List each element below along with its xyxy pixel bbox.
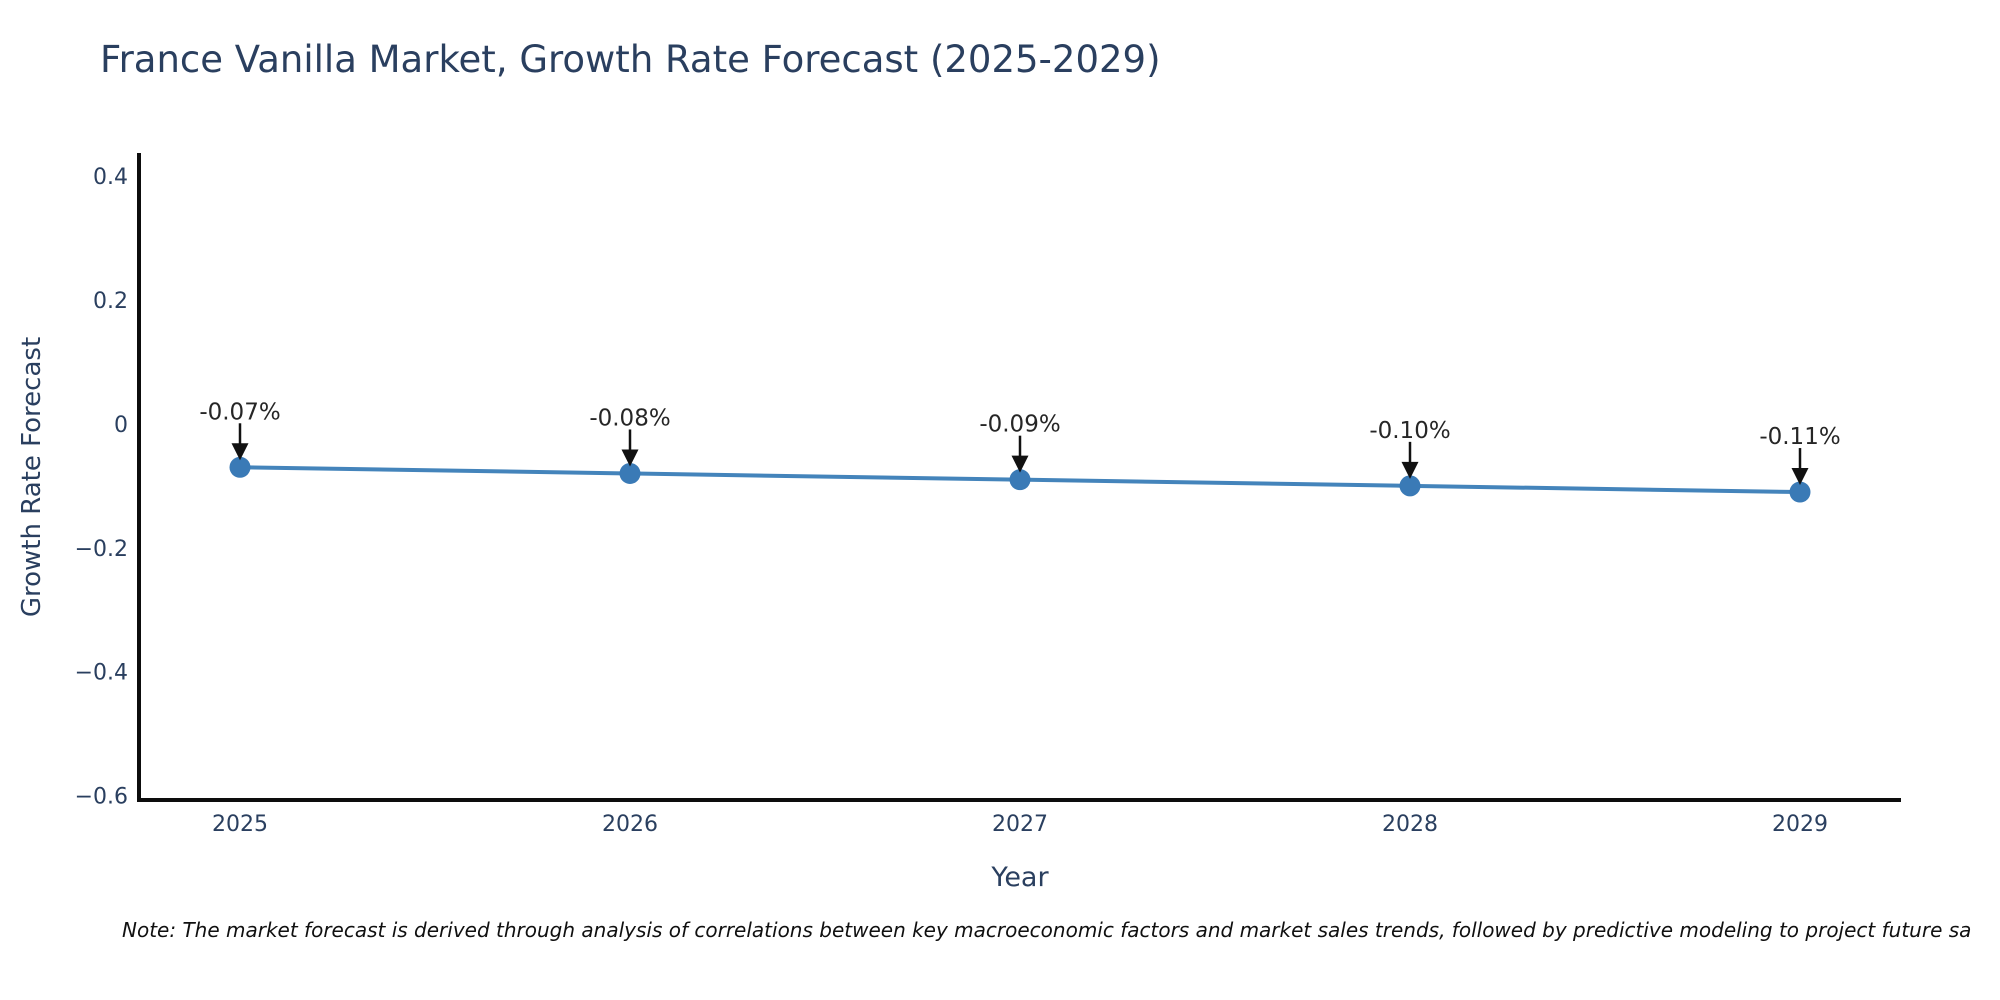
x-tick-label: 2026 <box>602 812 658 837</box>
x-tick-label: 2028 <box>1382 812 1438 837</box>
annotation-arrowhead <box>1011 455 1029 473</box>
point-annotations: -0.07% -0.08% -0.09% -0.10% -0.11% <box>199 399 1841 486</box>
annotation-arrowhead <box>1401 461 1419 479</box>
point-value-label: -0.08% <box>589 405 670 431</box>
point-value-label: -0.11% <box>1759 424 1840 450</box>
y-tick-label: 0.4 <box>93 165 128 190</box>
data-point-marker[interactable] <box>619 462 641 484</box>
data-point-marker[interactable] <box>1399 475 1421 497</box>
y-tick-label: 0.2 <box>93 289 128 314</box>
data-point-marker[interactable] <box>1009 469 1031 491</box>
annotation-arrowhead <box>1791 468 1809 486</box>
y-axis-title: Growth Rate Forecast <box>17 337 47 617</box>
data-series <box>229 456 1811 503</box>
y-axis-ticks: 0.4 0.2 0 −0.2 −0.4 −0.6 <box>75 165 128 810</box>
data-point-marker[interactable] <box>1789 481 1811 503</box>
annotation-arrowhead <box>231 443 249 461</box>
x-axis-title: Year <box>990 862 1049 893</box>
x-tick-label: 2025 <box>212 812 268 837</box>
y-tick-label: −0.6 <box>75 785 128 810</box>
annotation-arrowhead <box>621 449 639 467</box>
x-tick-label: 2027 <box>992 812 1048 837</box>
point-value-label: -0.07% <box>199 399 280 425</box>
point-value-label: -0.09% <box>979 412 1060 438</box>
line-chart: 0.4 0.2 0 −0.2 −0.4 −0.6 2025 2026 2027 2028 2029… <box>17 153 1901 893</box>
y-tick-label: −0.4 <box>75 661 128 686</box>
data-point-marker[interactable] <box>229 456 251 478</box>
x-tick-label: 2029 <box>1772 812 1828 837</box>
point-value-label: -0.10% <box>1369 418 1450 444</box>
chart-title: France Vanilla Market, Growth Rate Forec… <box>100 38 1161 81</box>
x-axis-ticks: 2025 2026 2027 2028 2029 <box>212 812 1828 837</box>
footnote: Note: The market forecast is derived thr… <box>122 918 1972 942</box>
y-tick-label: 0 <box>114 413 128 438</box>
y-tick-label: −0.2 <box>75 537 128 562</box>
